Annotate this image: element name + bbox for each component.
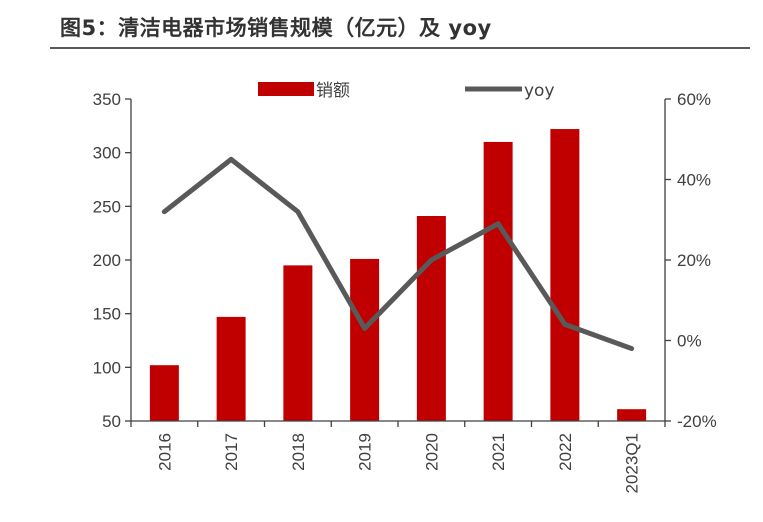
bar-2017 <box>216 316 246 421</box>
bar-2023Q1 <box>617 409 647 421</box>
x-tick-label-2017: 2017 <box>222 433 241 471</box>
left-tick-label: 150 <box>93 305 121 324</box>
bar-series <box>149 129 647 421</box>
right-tick-label: 0% <box>677 332 702 351</box>
chart-title: 图5：清洁电器市场销售规模（亿元）及 yoy <box>60 16 492 40</box>
legend-bar-swatch <box>258 82 314 96</box>
legend-line-label: yoy <box>524 81 555 101</box>
left-tick-label: 50 <box>102 412 121 431</box>
x-tick-label-2019: 2019 <box>356 433 375 471</box>
x-tick-label-2021: 2021 <box>489 433 508 471</box>
bar-2020 <box>416 215 446 421</box>
x-tick-label-2022: 2022 <box>556 433 575 471</box>
bar-2016 <box>149 365 179 421</box>
right-tick-label: 20% <box>677 251 711 270</box>
axes: 350 300 250 200 150 100 50 60% 40% 20% 0% -20% 2016 2… <box>93 90 717 494</box>
line-series <box>161 156 635 352</box>
x-tick-label-2020: 2020 <box>422 433 441 471</box>
right-tick-label: 40% <box>677 171 711 190</box>
right-tick-label: -20% <box>677 412 717 431</box>
left-tick-label: 300 <box>93 144 121 163</box>
yoy-line <box>161 156 635 352</box>
bar-2021 <box>483 141 513 421</box>
x-tick-label-2016: 2016 <box>155 433 174 471</box>
left-tick-label: 100 <box>93 358 121 377</box>
legend-bar-label: 销额 <box>316 81 350 101</box>
x-tick-label-2023Q1: 2023Q1 <box>623 433 642 494</box>
right-tick-label: 60% <box>677 90 711 109</box>
bar-2018 <box>283 265 313 421</box>
bar-2022 <box>550 129 580 421</box>
left-tick-label: 250 <box>93 197 121 216</box>
left-tick-label: 200 <box>93 251 121 270</box>
title-divider <box>50 47 750 49</box>
x-tick-label-2018: 2018 <box>289 433 308 471</box>
bar-2019 <box>350 258 380 421</box>
left-tick-label: 350 <box>93 90 121 109</box>
legend: 销额 yoy <box>258 81 555 101</box>
